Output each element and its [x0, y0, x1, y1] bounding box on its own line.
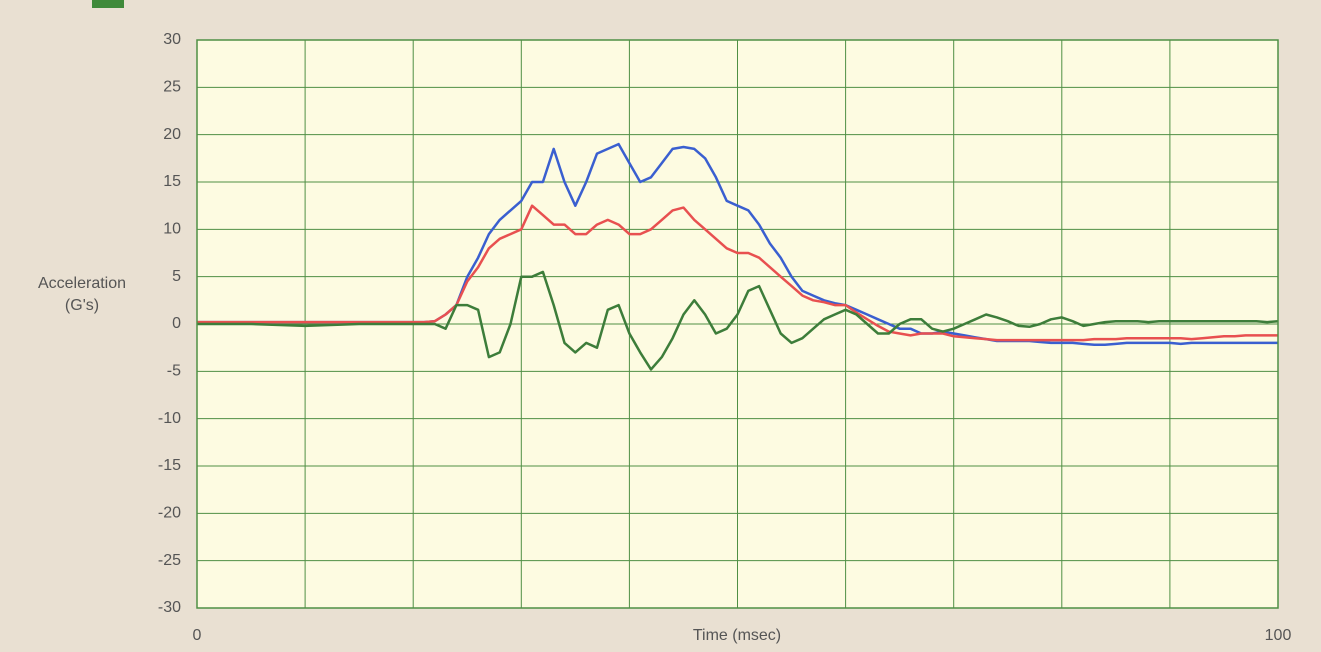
y-tick-label: -5: [167, 363, 181, 380]
y-tick-label: 0: [172, 315, 181, 332]
data-line: [197, 142, 1278, 347]
y-axis-label: (G's): [65, 297, 99, 314]
y-tick-label: -30: [158, 599, 181, 616]
data-line: [197, 204, 1278, 342]
x-tick-label: 100: [1265, 627, 1292, 644]
data-line: [197, 270, 1279, 371]
x-tick-label: 0: [193, 627, 202, 644]
y-tick-label: -15: [158, 457, 181, 474]
y-tick-label: 30: [163, 31, 181, 48]
plot-border: [196, 39, 1279, 609]
window-icon: [92, 0, 124, 8]
y-tick-label: -20: [158, 505, 181, 522]
y-tick-label: -25: [158, 552, 181, 569]
y-tick-label: -10: [158, 410, 181, 427]
x-axis-label: Time (msec): [693, 627, 781, 644]
y-tick-label: 10: [163, 221, 181, 238]
y-tick-label: 5: [172, 268, 181, 285]
y-tick-label: 15: [163, 173, 181, 190]
y-tick-label: 25: [163, 79, 181, 96]
y-axis-label: Acceleration: [38, 275, 126, 292]
y-tick-label: 20: [163, 126, 181, 143]
